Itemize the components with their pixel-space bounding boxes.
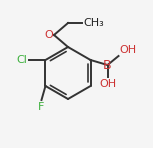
- Text: Cl: Cl: [17, 55, 28, 65]
- Text: OH: OH: [119, 45, 137, 55]
- Text: CH₃: CH₃: [83, 18, 104, 28]
- Text: O: O: [44, 30, 53, 40]
- Text: OH: OH: [99, 79, 116, 89]
- Text: B: B: [103, 58, 112, 71]
- Text: F: F: [38, 102, 45, 112]
